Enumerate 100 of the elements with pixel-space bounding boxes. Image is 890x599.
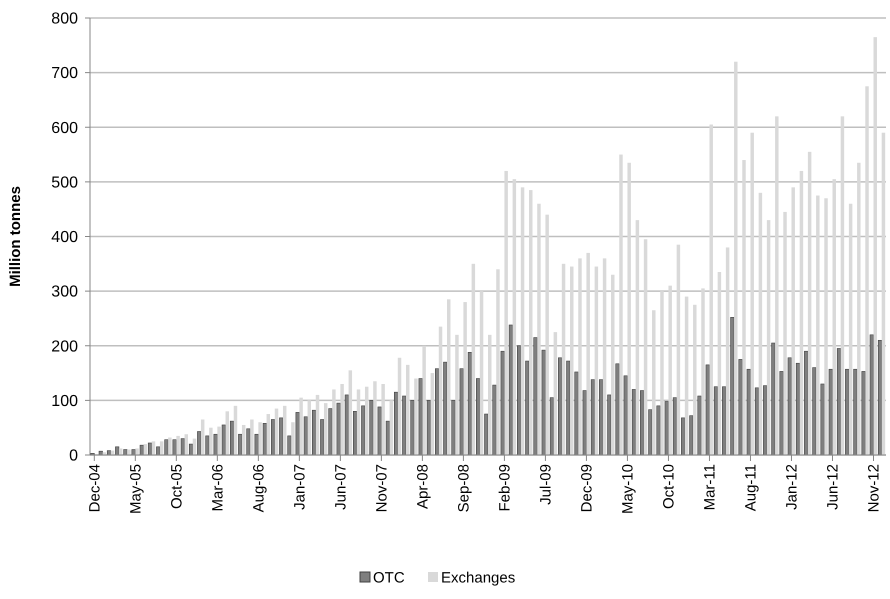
bar — [274, 408, 278, 455]
bar — [848, 204, 852, 455]
bar — [644, 239, 648, 455]
bar — [144, 444, 148, 455]
bar — [537, 204, 541, 455]
bar — [324, 403, 328, 455]
bar — [438, 326, 442, 455]
bar — [808, 152, 812, 455]
bar — [816, 196, 820, 455]
bar — [636, 220, 640, 455]
bar — [857, 162, 861, 455]
bar — [791, 187, 795, 455]
bar — [152, 441, 156, 455]
x-tick-label: Jun-12 — [824, 464, 842, 510]
bar — [176, 436, 180, 455]
bar — [684, 296, 688, 455]
bar — [611, 274, 615, 455]
bar — [824, 198, 828, 455]
bar — [422, 346, 426, 455]
bar — [734, 62, 738, 455]
y-axis-title: Million tonnes — [7, 186, 24, 287]
bar — [364, 386, 368, 455]
bar — [504, 170, 508, 455]
bar — [110, 450, 114, 455]
y-tick-label: 400 — [51, 229, 78, 246]
y-tick-label: 800 — [51, 10, 78, 28]
bar — [446, 299, 450, 455]
x-tick-label: Sep-08 — [456, 464, 473, 512]
bar — [529, 190, 532, 455]
x-tick-label: Dec-04 — [86, 464, 104, 512]
x-tick-label: Mar-11 — [702, 464, 719, 510]
bar — [373, 381, 377, 455]
bar — [234, 406, 238, 455]
y-tick-label: 100 — [51, 392, 78, 410]
bar — [250, 419, 254, 455]
bar — [217, 426, 221, 455]
y-tick-label: 200 — [51, 338, 78, 356]
x-tick-label: May-10 — [620, 464, 637, 514]
bar — [398, 358, 402, 455]
bar — [832, 179, 836, 455]
legend-label: Exchanges — [441, 569, 516, 586]
bar — [800, 170, 804, 455]
x-tick-label: Jan-07 — [292, 464, 309, 510]
legend-label: OTC — [373, 569, 405, 586]
bar — [775, 116, 779, 455]
bar — [258, 422, 262, 455]
x-tick-label: Nov-12 — [866, 464, 883, 512]
bar — [348, 370, 352, 455]
bar — [562, 264, 566, 455]
bar — [652, 310, 656, 455]
bar — [266, 414, 270, 455]
bar — [291, 422, 295, 455]
bar — [135, 448, 139, 455]
bar — [766, 220, 770, 455]
bar — [184, 434, 188, 455]
x-tick-label: Jan-12 — [784, 464, 801, 510]
bar — [463, 302, 467, 455]
bar — [127, 450, 131, 455]
bar — [381, 384, 385, 455]
bar — [602, 258, 606, 455]
y-tick-label: 0 — [69, 448, 78, 465]
bar — [226, 411, 230, 455]
x-tick-label: Dec-09 — [578, 464, 596, 512]
y-tick-label: 500 — [51, 174, 78, 192]
x-tick-label: Oct-10 — [660, 464, 678, 510]
bar — [488, 334, 492, 455]
bar — [299, 398, 303, 455]
bar — [414, 378, 418, 455]
bar — [660, 291, 664, 455]
y-tick-label: 600 — [51, 120, 78, 137]
bar — [750, 132, 754, 455]
bar — [192, 438, 196, 455]
y-tick-label: 300 — [51, 284, 78, 301]
bar — [160, 441, 164, 455]
bar — [676, 244, 680, 455]
bar — [554, 332, 558, 455]
bar — [619, 154, 623, 455]
y-tick-label: 700 — [51, 65, 78, 82]
bar — [668, 286, 672, 455]
bar — [758, 192, 762, 455]
bar — [472, 264, 476, 455]
bar — [242, 424, 246, 455]
bar — [520, 187, 524, 455]
bar — [209, 428, 213, 455]
bar — [627, 162, 631, 455]
x-tick-label: Aug-11 — [742, 464, 760, 512]
x-tick-label: May-05 — [128, 464, 145, 514]
bar — [340, 384, 344, 455]
x-tick-label: Mar-06 — [210, 464, 227, 512]
bar — [480, 291, 484, 455]
bar — [578, 258, 582, 455]
bar — [308, 400, 312, 455]
bar — [430, 373, 434, 455]
bar — [455, 334, 459, 455]
bar — [282, 406, 286, 455]
x-tick-label: Nov-07 — [374, 464, 391, 512]
bar — [512, 179, 516, 455]
bar — [118, 448, 122, 455]
bar — [709, 124, 713, 455]
x-tick-label: Feb-09 — [496, 464, 514, 512]
